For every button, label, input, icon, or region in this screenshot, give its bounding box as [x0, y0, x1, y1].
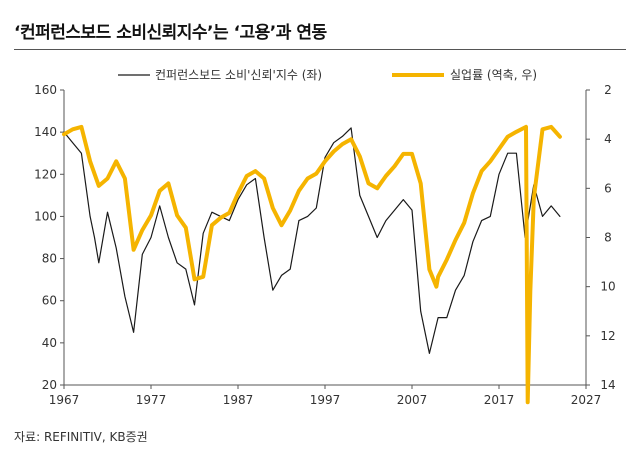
right-tick-label: 2: [604, 83, 612, 97]
right-tick-label: 14: [600, 378, 615, 392]
source-note: 자료: REFINITIV, KB증권: [14, 430, 148, 444]
right-tick-label: 4: [604, 132, 612, 146]
right-tick-label: 6: [604, 181, 612, 195]
left-tick-label: 20: [42, 378, 57, 392]
left-tick-label: 140: [34, 125, 57, 139]
x-tick-label: 1967: [49, 393, 80, 407]
right-tick-label: 8: [604, 231, 612, 245]
unemployment-rate-line: [62, 124, 562, 405]
legend-label-unemployment: 실업률 (역축, 우): [450, 68, 537, 82]
title-divider: [14, 49, 626, 50]
right-tick-label: 10: [600, 280, 615, 294]
left-tick-label: 120: [34, 167, 57, 181]
x-tick-label: 2027: [571, 393, 602, 407]
dual-axis-line-chart: 160 140 120 100 80 60 40 20 2 4 6 8 10 12 14 1967 1977…: [34, 68, 616, 407]
left-tick-label: 160: [34, 83, 57, 97]
x-tick-label: 1977: [136, 393, 167, 407]
left-tick-label: 100: [34, 209, 57, 223]
left-tick-label: 40: [42, 336, 57, 350]
right-tick-label: 12: [600, 329, 615, 343]
consumer-confidence-line: [63, 127, 561, 354]
left-tick-label: 60: [42, 294, 57, 308]
x-tick-label: 1997: [310, 393, 341, 407]
x-tick-label: 2007: [397, 393, 428, 407]
legend-label-confidence: 컨퍼런스보드 소비'신뢰'지수 (좌): [155, 68, 322, 82]
x-tick-label: 2017: [484, 393, 515, 407]
chart-title: ‘컨퍼런스보드 소비신뢰지수’는 ‘고용’과 연동: [14, 23, 327, 43]
x-tick-label: 1987: [223, 393, 254, 407]
left-tick-label: 80: [42, 252, 57, 266]
